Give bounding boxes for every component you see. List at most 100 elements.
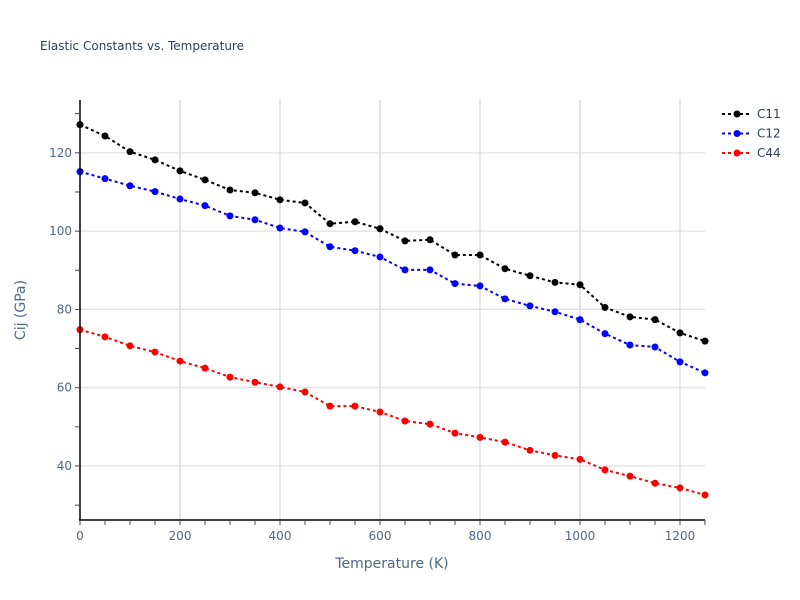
axes [75,100,706,525]
series-c11 [76,121,709,345]
data-point [176,195,184,203]
x-tick-label: 0 [76,529,84,543]
data-point [701,491,709,499]
data-point [326,402,334,410]
legend-label: C11 [757,107,781,121]
data-point [326,220,334,228]
data-point [226,373,234,381]
data-point [476,251,484,259]
data-point [701,337,709,345]
data-point [376,408,384,416]
data-point [426,266,434,274]
data-point [426,420,434,428]
data-point [101,132,109,140]
legend-marker [733,110,741,118]
data-point [226,212,234,220]
x-tick-label: 600 [369,529,392,543]
data-point [451,280,459,288]
legend-item-c44[interactable]: C44 [722,146,781,160]
x-tick-label: 200 [169,529,192,543]
data-point [351,247,359,255]
x-tick-label: 400 [269,529,292,543]
data-point [401,237,409,245]
data-point [301,388,309,396]
data-point [626,313,634,321]
data-point [401,266,409,274]
data-point [651,316,659,324]
series-c44 [76,326,709,499]
data-point [601,303,609,311]
data-point [676,329,684,337]
y-tick-label: 120 [49,146,72,160]
data-point [151,188,159,196]
data-point [701,369,709,377]
data-point [676,484,684,492]
ticks: 0 200 400 600 800 1000 1200 40 60 80 100 120 [49,146,695,543]
data-point [451,251,459,259]
data-point [676,358,684,366]
x-tick-label: 1000 [565,529,596,543]
data-point [351,402,359,410]
data-point [651,479,659,487]
data-point [101,175,109,183]
data-point [276,196,284,204]
data-point [326,243,334,251]
data-point [176,167,184,175]
data-point [526,272,534,280]
data-point [351,218,359,226]
legend-marker [733,149,741,157]
data-point [576,455,584,463]
data-point [126,342,134,350]
data-point [551,278,559,286]
data-point [126,148,134,156]
chart-title: Elastic Constants vs. Temperature [40,39,244,53]
data-point [301,228,309,236]
series-layer [76,121,709,499]
data-point [176,357,184,365]
data-point [126,182,134,190]
data-point [376,253,384,261]
data-point [251,378,259,386]
y-tick-label: 60 [57,381,72,395]
legend: C11 C12 C44 [722,107,781,160]
data-point [476,282,484,290]
data-point [501,265,509,273]
legend-label: C44 [757,146,781,160]
data-point [426,236,434,244]
data-point [201,202,209,210]
data-point [651,343,659,351]
data-point [401,417,409,425]
data-point [576,316,584,324]
data-point [276,224,284,232]
series-line [79,123,706,343]
data-point [276,383,284,391]
data-point [601,466,609,474]
data-point [526,446,534,454]
y-tick-label: 40 [57,459,72,473]
x-tick-label: 800 [469,529,492,543]
y-tick-label: 100 [49,224,72,238]
legend-label: C12 [757,127,781,141]
legend-marker [733,130,741,137]
data-point [476,433,484,441]
grid [80,100,705,520]
data-point [501,438,509,446]
series-line [79,328,706,496]
data-point [151,348,159,356]
legend-item-c11[interactable]: C11 [722,107,781,121]
data-point [551,451,559,459]
data-point [626,341,634,349]
data-point [501,295,509,303]
data-point [251,216,259,224]
x-axis-title: Temperature (K) [334,556,448,572]
y-tick-label: 80 [57,302,72,316]
data-point [451,429,459,437]
data-point [601,330,609,338]
data-point [551,308,559,316]
data-point [376,225,384,233]
data-point [576,281,584,289]
series-line [79,170,706,374]
legend-item-c12[interactable]: C12 [722,127,781,141]
data-point [626,472,634,480]
